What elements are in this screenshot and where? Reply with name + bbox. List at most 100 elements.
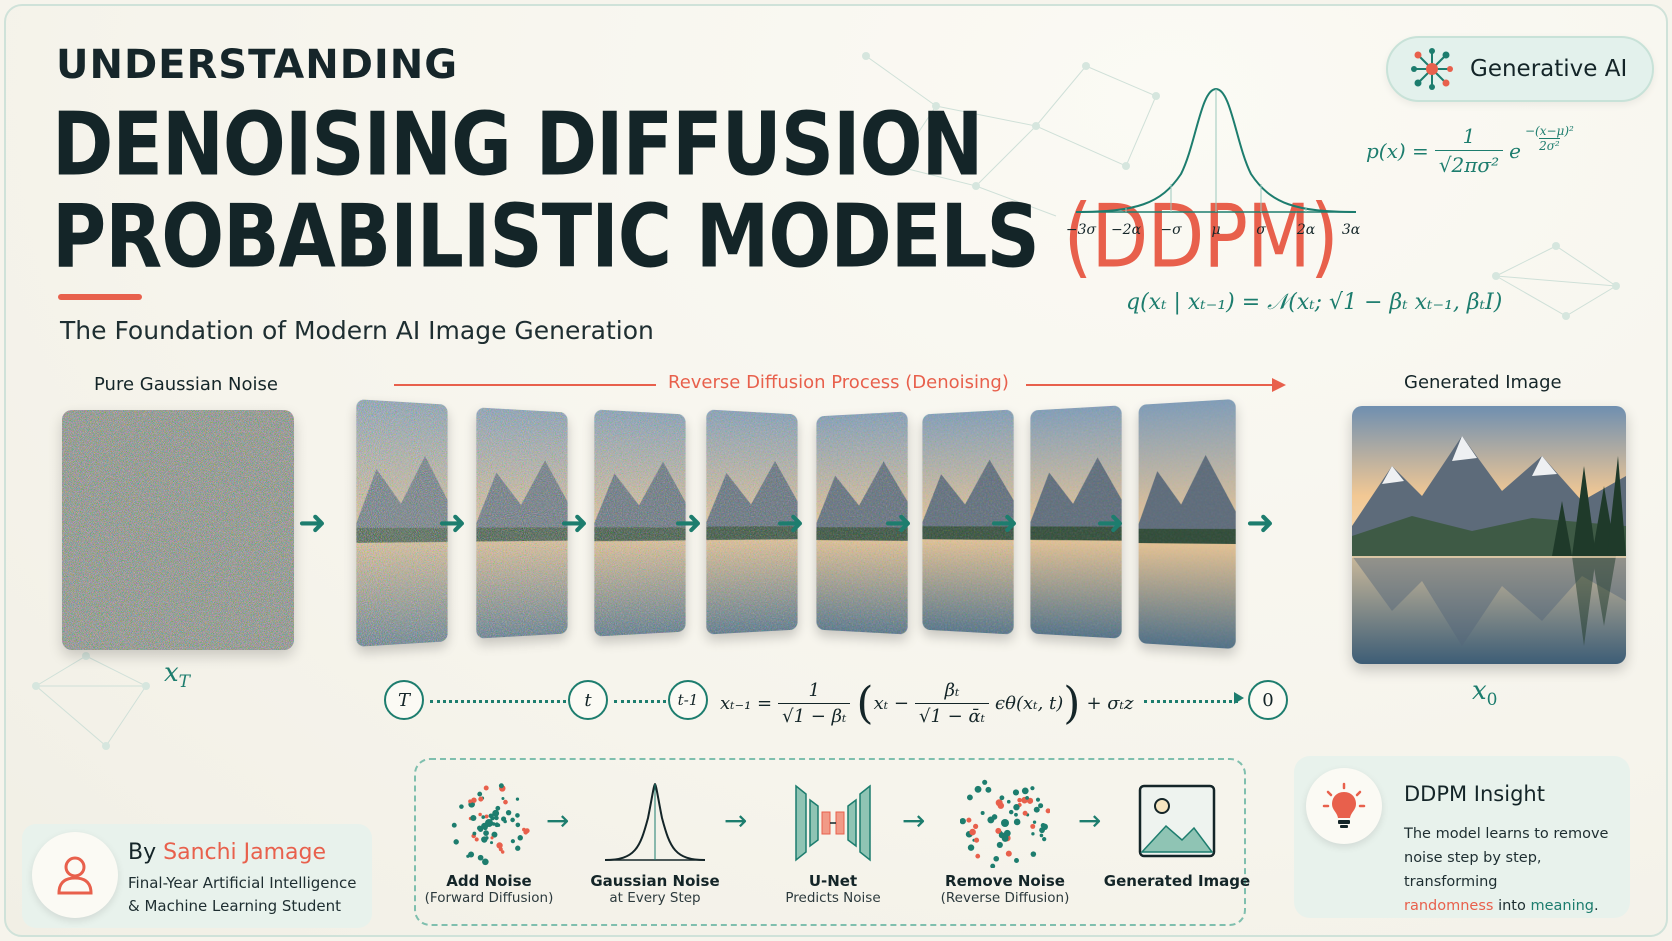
scatter2-dot (1014, 858, 1019, 863)
scatter2-center (1001, 819, 1009, 827)
scatter1-dot (517, 835, 523, 841)
denoising-step-4 (706, 409, 798, 635)
timeline-node-T: T (384, 680, 424, 720)
timeline-arrow-head (1234, 692, 1244, 704)
scatter1-dot (494, 815, 499, 821)
stage-5-label: Generated Image (1103, 872, 1251, 890)
generated-image-label: Generated Image (1404, 372, 1562, 393)
step-4-image (706, 409, 798, 635)
stage-2-sub: at Every Step (609, 890, 701, 906)
eq-eps: ϵθ(xₜ, t) (995, 693, 1064, 714)
insight-line-1: The model learns to remove (1404, 826, 1609, 842)
flow-arrow-9: ➜ (1246, 503, 1275, 543)
gaussian-tick-5: 2α (1296, 222, 1316, 238)
scatter1-dot (490, 815, 495, 821)
scatter2-dot (1031, 832, 1035, 836)
scatter1-dot (472, 831, 477, 836)
scatter2-dot (1012, 789, 1020, 796)
neural-network-icon (1411, 48, 1453, 90)
scatter1-dot (491, 831, 498, 838)
reverse-step-equation: xₜ₋₁ = 1 √1 − βₜ ( xₜ − βₜ √1 − ᾱₜ ϵθ(xₜ, … (720, 678, 1133, 729)
gaussian-tick-1: −2α (1111, 222, 1142, 238)
network-decoration-left (32, 652, 150, 750)
scatter2-dot (966, 817, 972, 823)
stage-1-label: Add Noise (446, 872, 532, 890)
title-line-2-main: PROBABILISTIC MODELS (52, 186, 1040, 288)
scatter2-dot (973, 823, 979, 829)
step-7-image (1030, 405, 1122, 639)
bell-curve-icon (604, 782, 706, 861)
scatter1-dot (492, 809, 500, 817)
stage-1-sub: (Forward Diffusion) (424, 890, 554, 906)
scatter1-dot (484, 814, 489, 819)
scatter1-dot (474, 837, 479, 842)
scatter2-dot (1041, 823, 1048, 831)
flow-arrow-5: ➜ (776, 503, 805, 543)
step-1-image (356, 399, 448, 647)
denoising-step-8 (1138, 398, 1236, 650)
step-3-image (594, 409, 686, 637)
scatter1-dot (496, 823, 501, 827)
scatter2-dot (1022, 810, 1028, 816)
scatter2-dot (996, 841, 1003, 848)
scatter2-dot (1005, 850, 1012, 857)
scatter-noise-icon (451, 783, 530, 866)
pdf-fraction: 1 √2πσ² (1434, 124, 1504, 177)
scatter1-dot (505, 809, 512, 816)
scatter2-dot (974, 837, 980, 843)
stage-2-label: Gaussian Noise (590, 872, 720, 890)
scatter2-dot (959, 817, 966, 825)
network-decoration (862, 52, 1160, 217)
image-icon (1138, 784, 1216, 858)
scatter2-dot (1039, 833, 1044, 838)
pdf-exp-num-text: (x−μ)² (1535, 124, 1574, 138)
scatter2-dot (1013, 818, 1021, 826)
title-underline (58, 294, 142, 300)
scatter1-dot (459, 804, 464, 809)
scatter2-dot (990, 863, 996, 869)
scatter1-dot (510, 839, 515, 844)
scatter1-dot (515, 813, 520, 818)
denoising-step-2 (476, 407, 568, 639)
unet-icon (795, 784, 871, 862)
scatter1-dot (496, 842, 503, 849)
timeline-node-t: t (568, 680, 608, 720)
stage-gaussian-noise: Gaussian Noise at Every Step (580, 778, 730, 906)
scatter2-dot (1042, 836, 1047, 842)
scatter1-dot (476, 825, 483, 831)
stage-remove-noise: Remove Noise (Reverse Diffusion) (930, 778, 1080, 906)
reverse-arrow-head (1272, 378, 1286, 392)
stage-4-sub: (Reverse Diffusion) (940, 890, 1070, 906)
scatter2-dot (1003, 829, 1011, 837)
scatter2-dot (1017, 797, 1022, 803)
generated-landscape-image (1352, 406, 1626, 664)
author-role: Final-Year Artificial Intelligence & Mac… (128, 872, 356, 918)
author-byline: By Sanchi Jamage (128, 840, 326, 865)
gaussian-tick-0: −3σ (1066, 222, 1097, 238)
pure-noise-image (62, 410, 294, 650)
scatter2-dot (969, 828, 976, 836)
pdf-den: √2πσ² (1434, 150, 1504, 177)
bulb-circle (1306, 768, 1382, 844)
scatter2-dot (993, 855, 1000, 862)
denoising-step-1 (356, 399, 448, 647)
scatter2-dot (975, 853, 981, 859)
eq-frac1: 1 √1 − βₜ (778, 680, 851, 727)
denoising-step-7 (1030, 405, 1122, 639)
flow-arrow-4: ➜ (674, 503, 703, 543)
gaussian-tick-4: σ (1256, 222, 1266, 238)
scatter2-dot (1025, 796, 1029, 800)
eq-frac2: βₜ √1 − ᾱₜ (915, 680, 990, 727)
eq-xt: xₜ − (873, 693, 909, 714)
eq-frac2-num: βₜ (944, 680, 960, 701)
scatter1-dot (490, 841, 494, 845)
scatter2-dot (1030, 823, 1036, 829)
scatter1-dot (515, 797, 520, 801)
pure-noise-label: Pure Gaussian Noise (94, 374, 278, 395)
timeline-dots-1 (430, 700, 566, 703)
word-into: into (1493, 898, 1531, 914)
stage-generated-image: Generated Image (1102, 778, 1252, 890)
scatter2-dot (1013, 804, 1020, 811)
scatter1-dot (515, 845, 521, 851)
stage-add-noise: Add Noise (Forward Diffusion) (414, 778, 564, 906)
